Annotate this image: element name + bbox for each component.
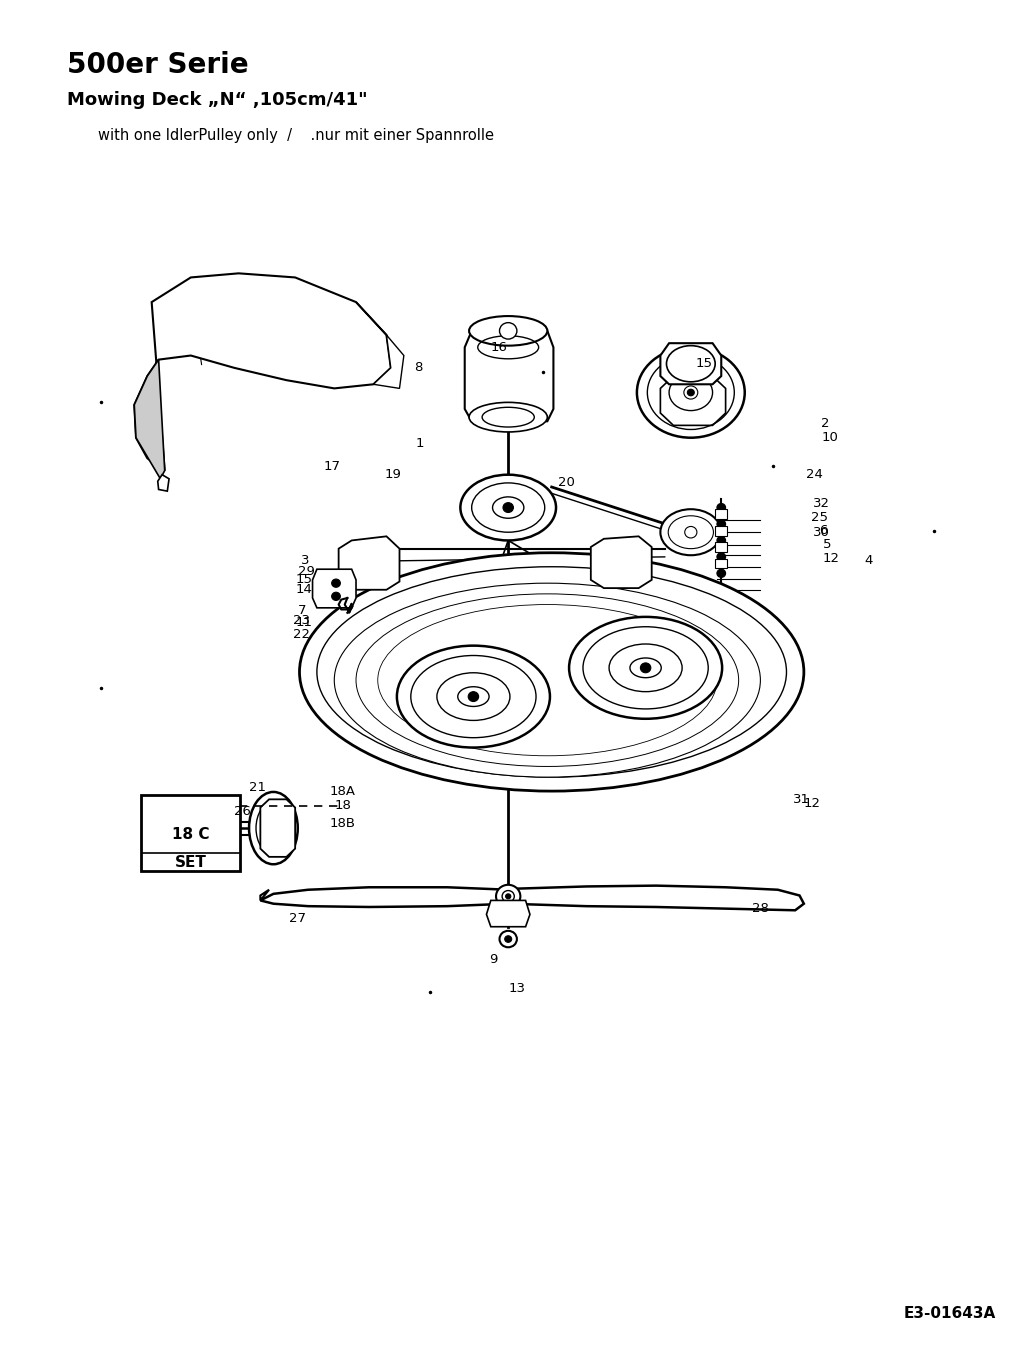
Circle shape (717, 553, 725, 561)
Text: 13: 13 (508, 982, 525, 995)
Ellipse shape (458, 687, 489, 706)
Circle shape (499, 931, 517, 947)
FancyBboxPatch shape (715, 542, 728, 551)
Circle shape (717, 537, 725, 545)
Text: 32: 32 (812, 496, 830, 510)
Text: 18: 18 (334, 799, 351, 812)
FancyBboxPatch shape (141, 795, 240, 870)
Polygon shape (313, 569, 356, 608)
Circle shape (503, 503, 514, 512)
Text: 16: 16 (491, 340, 508, 354)
Text: 15: 15 (696, 358, 712, 370)
Ellipse shape (470, 402, 547, 432)
Circle shape (469, 691, 479, 702)
Text: 25: 25 (811, 511, 828, 525)
Text: 7: 7 (298, 604, 307, 617)
Text: 4: 4 (865, 554, 873, 568)
Polygon shape (260, 799, 295, 857)
Text: 21: 21 (249, 780, 266, 794)
Polygon shape (464, 331, 553, 421)
Ellipse shape (249, 792, 298, 865)
Ellipse shape (637, 347, 745, 437)
Ellipse shape (630, 658, 662, 678)
Polygon shape (356, 303, 404, 389)
Polygon shape (260, 888, 508, 907)
Text: 28: 28 (751, 902, 769, 915)
Circle shape (496, 885, 520, 908)
Text: 18A: 18A (330, 784, 356, 798)
Ellipse shape (299, 553, 804, 791)
Circle shape (268, 823, 279, 833)
Text: 22: 22 (292, 628, 310, 642)
Text: 9: 9 (489, 954, 497, 966)
Ellipse shape (397, 646, 550, 748)
Polygon shape (134, 359, 165, 479)
FancyBboxPatch shape (715, 558, 728, 569)
Polygon shape (260, 890, 269, 900)
Circle shape (684, 386, 698, 399)
Text: 23: 23 (292, 613, 310, 627)
Circle shape (503, 890, 514, 902)
Text: 2: 2 (821, 417, 830, 430)
Text: 14: 14 (295, 584, 312, 596)
Text: 18B: 18B (330, 818, 356, 830)
Text: 26: 26 (234, 806, 251, 818)
Circle shape (717, 569, 725, 577)
Ellipse shape (460, 475, 556, 541)
Text: 3: 3 (301, 554, 310, 568)
Circle shape (499, 323, 517, 339)
Text: 6: 6 (819, 525, 828, 537)
FancyBboxPatch shape (715, 510, 728, 519)
Text: 8: 8 (414, 362, 423, 374)
Text: 10: 10 (821, 432, 838, 444)
Polygon shape (486, 900, 530, 927)
Text: 5: 5 (823, 538, 832, 551)
Circle shape (687, 389, 695, 395)
Circle shape (685, 526, 697, 538)
Text: 29: 29 (298, 565, 315, 578)
Text: with one IdlerPulley only  /    .nur mit einer Spannrolle: with one IdlerPulley only / .nur mit ein… (98, 128, 494, 143)
Circle shape (641, 663, 651, 672)
Circle shape (331, 580, 341, 588)
Polygon shape (590, 537, 651, 588)
Text: 30: 30 (812, 526, 830, 539)
Text: 1: 1 (415, 437, 424, 451)
Ellipse shape (569, 617, 722, 718)
Text: 15: 15 (295, 573, 312, 585)
Text: 12: 12 (804, 798, 820, 810)
Ellipse shape (334, 584, 761, 777)
Text: 11: 11 (295, 616, 312, 629)
Text: Mowing Deck „N“ ,105cm/41": Mowing Deck „N“ ,105cm/41" (67, 91, 367, 109)
Ellipse shape (470, 316, 547, 346)
Text: 12: 12 (823, 551, 840, 565)
Polygon shape (158, 475, 169, 491)
Polygon shape (134, 273, 391, 471)
Ellipse shape (660, 510, 721, 555)
Text: 19: 19 (385, 468, 401, 482)
Circle shape (505, 936, 512, 943)
Text: 24: 24 (806, 468, 824, 482)
Text: 20: 20 (557, 476, 575, 490)
Text: 18 C: 18 C (172, 827, 209, 842)
Circle shape (717, 521, 725, 529)
Polygon shape (338, 537, 399, 589)
Text: 27: 27 (289, 912, 307, 925)
Circle shape (506, 894, 511, 898)
Text: 500er Serie: 500er Serie (67, 51, 249, 79)
Text: 17: 17 (324, 460, 341, 473)
Polygon shape (660, 343, 721, 385)
Circle shape (331, 592, 341, 600)
FancyBboxPatch shape (715, 526, 728, 535)
Text: 31: 31 (794, 792, 810, 806)
Text: SET: SET (174, 855, 206, 870)
Polygon shape (508, 885, 804, 911)
Text: E3-01643A: E3-01643A (904, 1306, 996, 1321)
Circle shape (717, 503, 725, 511)
